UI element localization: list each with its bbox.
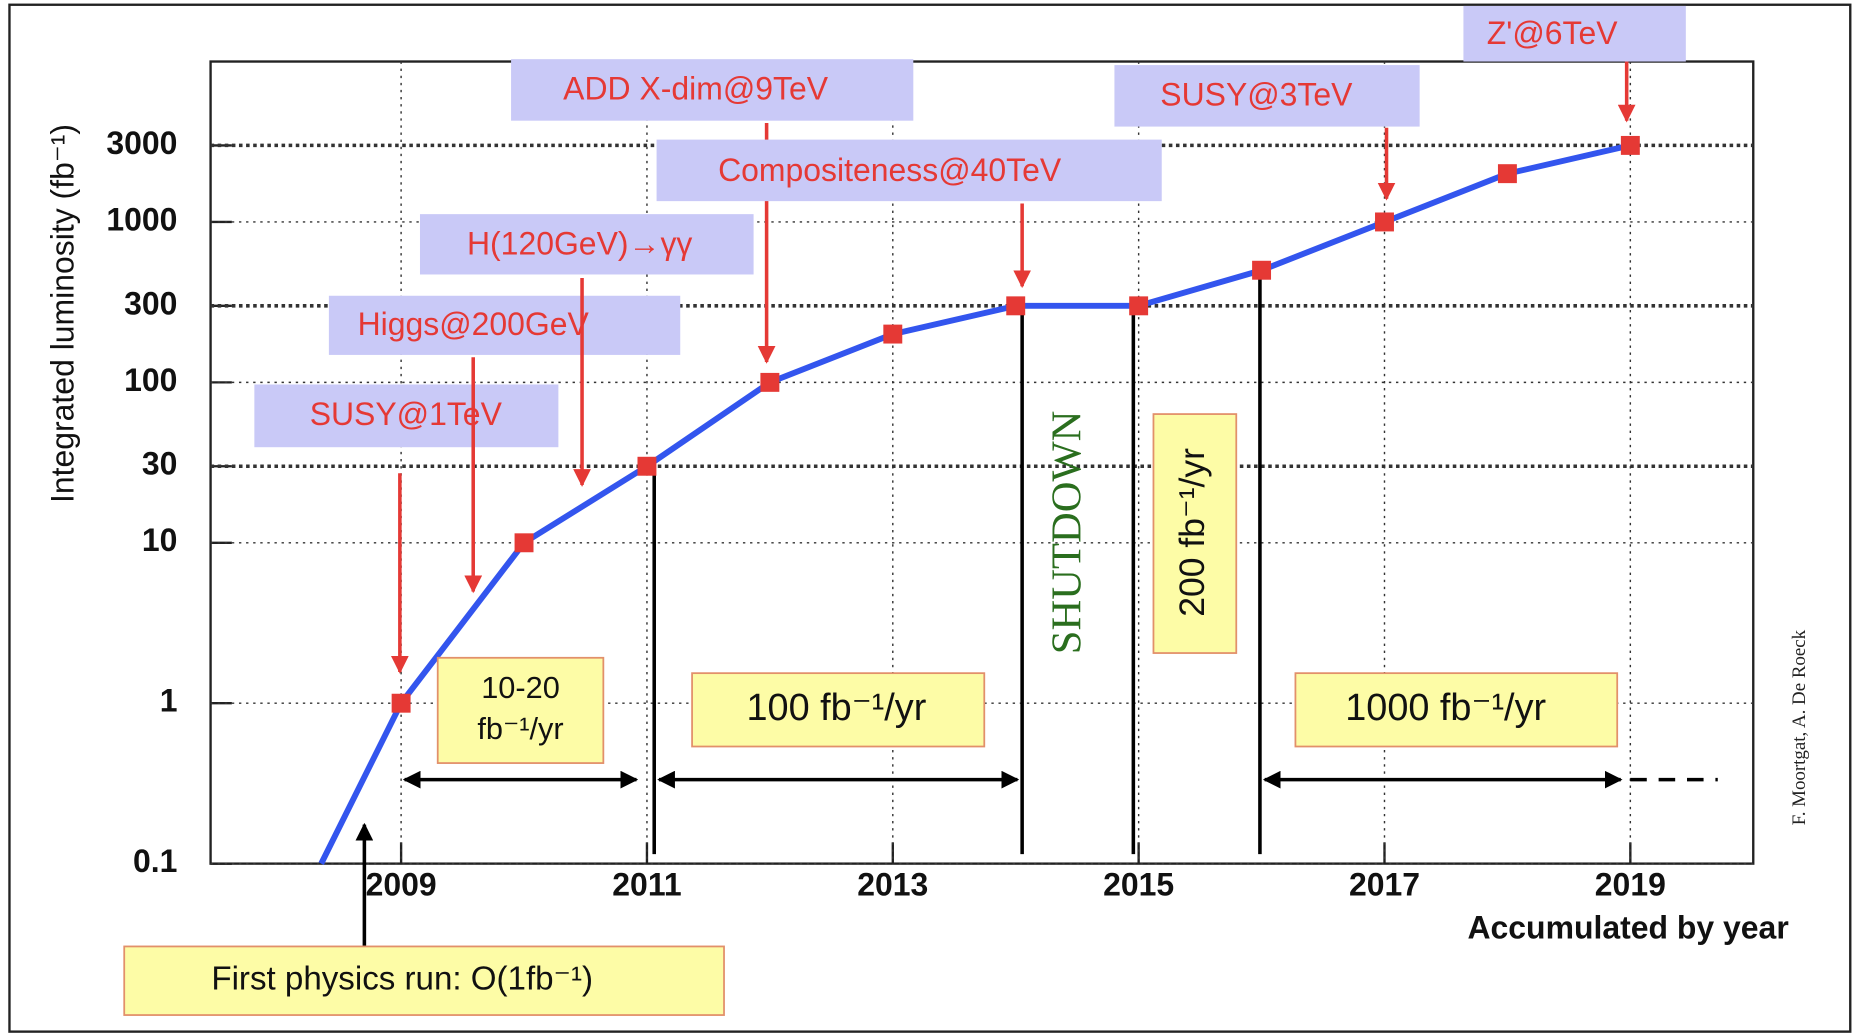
annotation-box bbox=[511, 59, 914, 121]
data-point bbox=[391, 693, 411, 713]
rate-box bbox=[436, 656, 605, 764]
data-point bbox=[1252, 260, 1272, 280]
annotation-text: Compositeness@40TeV bbox=[718, 152, 1062, 188]
data-point bbox=[514, 533, 534, 553]
rate-text: 10-20 bbox=[481, 670, 560, 705]
x-tick-label: 2009 bbox=[366, 867, 437, 903]
x-axis-label: Accumulated by year bbox=[1467, 909, 1788, 945]
annotation-box bbox=[1463, 5, 1686, 62]
y-tick-label: 10 bbox=[142, 522, 178, 558]
data-point bbox=[760, 372, 780, 392]
annotation-box bbox=[656, 139, 1162, 202]
credit: F. Moortgat, A. De Roeck bbox=[1789, 629, 1810, 825]
data-point bbox=[1129, 296, 1149, 316]
rate-text: First physics run: O(1fb⁻¹) bbox=[211, 961, 593, 998]
shutdown-label: SHUTDOWN bbox=[1043, 411, 1090, 655]
annotation-text: SUSY@1TeV bbox=[310, 396, 503, 432]
x-tick-label: 2015 bbox=[1103, 867, 1174, 903]
data-point bbox=[1375, 212, 1394, 232]
annotation-box bbox=[1114, 65, 1420, 127]
y-tick-label: 0.1 bbox=[133, 843, 177, 879]
rate-box bbox=[1294, 672, 1619, 748]
y-tick-label: 3000 bbox=[106, 125, 177, 161]
annotation-box bbox=[254, 384, 559, 448]
rate-text: 100 fb⁻¹/yr bbox=[746, 687, 926, 729]
data-point bbox=[1620, 135, 1640, 155]
rate-text: 200 fb⁻¹/yr bbox=[1172, 448, 1212, 617]
annotation-text: H(120GeV)→γγ bbox=[467, 226, 692, 262]
y-tick-label: 30 bbox=[142, 446, 178, 482]
annotation-text: Z'@6TeV bbox=[1487, 15, 1619, 51]
y-tick-label: 1 bbox=[160, 683, 178, 719]
rate-box bbox=[123, 945, 725, 1016]
frame bbox=[8, 3, 1852, 1033]
y-tick-label: 300 bbox=[124, 285, 177, 321]
rate-box bbox=[1152, 413, 1238, 654]
x-tick-label: 2011 bbox=[612, 867, 681, 903]
y-tick-label: 1000 bbox=[106, 201, 177, 237]
rate-text: fb⁻¹/yr bbox=[477, 711, 563, 746]
annotation-text: ADD X-dim@9TeV bbox=[563, 71, 829, 107]
y-axis-label: Integrated luminosity (fb⁻¹) bbox=[45, 124, 81, 503]
annotation-box bbox=[419, 214, 754, 275]
annotation-text: Higgs@200GeV bbox=[358, 306, 590, 342]
annotation-box bbox=[328, 295, 681, 355]
y-tick-label: 100 bbox=[124, 362, 177, 398]
data-point bbox=[1006, 296, 1026, 316]
data-point bbox=[1497, 164, 1517, 184]
data-point bbox=[637, 456, 657, 476]
data-point bbox=[883, 324, 903, 344]
x-tick-label: 2013 bbox=[857, 867, 928, 903]
layout bbox=[355, 269, 1718, 947]
series-line bbox=[318, 142, 1631, 865]
rate-text: 1000 fb⁻¹/yr bbox=[1345, 687, 1546, 729]
x-tick-label: 2019 bbox=[1595, 867, 1666, 903]
annotation-text: SUSY@3TeV bbox=[1160, 76, 1353, 112]
rate-box bbox=[691, 672, 986, 748]
x-tick-label: 2017 bbox=[1349, 867, 1420, 903]
